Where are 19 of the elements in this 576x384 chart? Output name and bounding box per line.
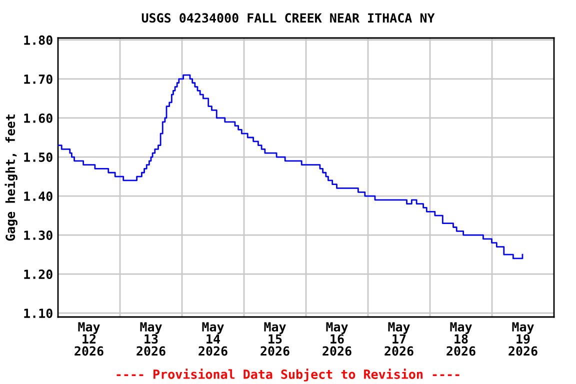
- x-tick-label: May 16 2026: [322, 322, 352, 356]
- y-tick-label: 1.50: [24, 152, 52, 162]
- x-tick-label: May 17 2026: [384, 322, 414, 356]
- x-tick-label: May 13 2026: [136, 322, 166, 356]
- x-tick-label: May 15 2026: [260, 322, 290, 356]
- x-tick-label: May 12 2026: [74, 322, 104, 356]
- x-tick-label: May 19 2026: [508, 322, 538, 356]
- y-tick-label: 1.20: [24, 270, 52, 280]
- y-tick-label: 1.40: [24, 192, 52, 201]
- y-tick-label: 1.60: [24, 113, 52, 123]
- text: ---- Provisional Data Subject to Revision ----: [116, 368, 460, 382]
- chart-title: USGS 04234000 FALL CREEK NEAR ITHACA NY: [142, 13, 435, 23]
- y-tick-label: 1.10: [24, 308, 52, 318]
- y-axis-title: Gage height, feet: [4, 114, 18, 241]
- y-tick-label: 1.30: [24, 230, 52, 240]
- x-tick-label: May 14 2026: [198, 322, 228, 356]
- x-tick-label: May 18 2026: [446, 322, 476, 356]
- y-tick-label: 1.80: [24, 35, 52, 45]
- y-tick-label: 1.70: [24, 74, 52, 84]
